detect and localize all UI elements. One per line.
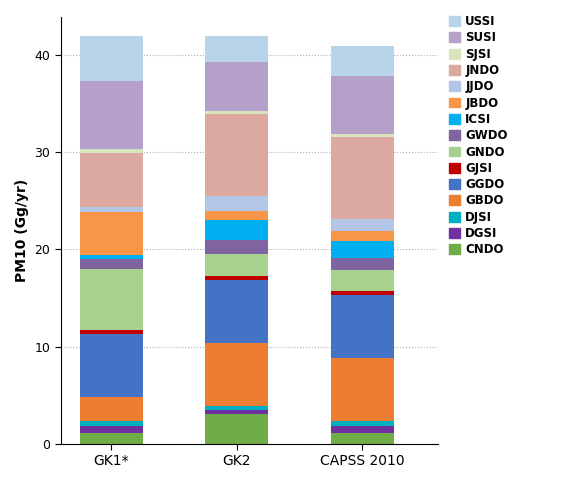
Bar (331, 134, 394, 137)
Bar (205, 196, 268, 211)
Bar (205, 276, 268, 280)
Bar (331, 231, 394, 241)
Bar (79, 334, 142, 397)
Bar (79, 433, 142, 443)
Bar (331, 137, 394, 219)
Bar (331, 76, 394, 134)
Bar (79, 259, 142, 269)
Bar (331, 270, 394, 291)
Bar (205, 111, 268, 114)
Legend: USSI, SUSI, SJSI, JNDO, JJDO, JBDO, ICSI, GWDO, GNDO, GJSI, GGDO, GBDO, DJSI, DG: USSI, SUSI, SJSI, JNDO, JJDO, JBDO, ICSI… (448, 14, 509, 257)
Bar (331, 291, 394, 295)
Bar (331, 426, 394, 433)
Bar (79, 426, 142, 433)
Bar (79, 149, 142, 154)
Bar (205, 414, 268, 443)
Bar (79, 212, 142, 256)
Bar (331, 433, 394, 443)
Bar (79, 207, 142, 212)
Bar (79, 36, 142, 81)
Bar (331, 219, 394, 231)
Bar (205, 342, 268, 406)
Bar (331, 46, 394, 76)
Bar (79, 81, 142, 149)
Bar (79, 269, 142, 330)
Bar (79, 421, 142, 426)
Bar (205, 255, 268, 276)
Bar (205, 280, 268, 342)
Bar (331, 421, 394, 426)
Bar (205, 220, 268, 240)
Bar (205, 114, 268, 196)
Bar (331, 241, 394, 258)
Bar (205, 410, 268, 414)
Bar (205, 36, 268, 62)
Bar (79, 154, 142, 207)
Bar (205, 62, 268, 111)
Bar (205, 406, 268, 410)
Bar (331, 258, 394, 270)
Bar (205, 240, 268, 255)
Y-axis label: PM10 (Gg/yr): PM10 (Gg/yr) (15, 178, 29, 282)
Bar (331, 295, 394, 358)
Bar (79, 397, 142, 421)
Bar (79, 330, 142, 334)
Bar (331, 358, 394, 421)
Bar (79, 256, 142, 259)
Bar (205, 211, 268, 220)
